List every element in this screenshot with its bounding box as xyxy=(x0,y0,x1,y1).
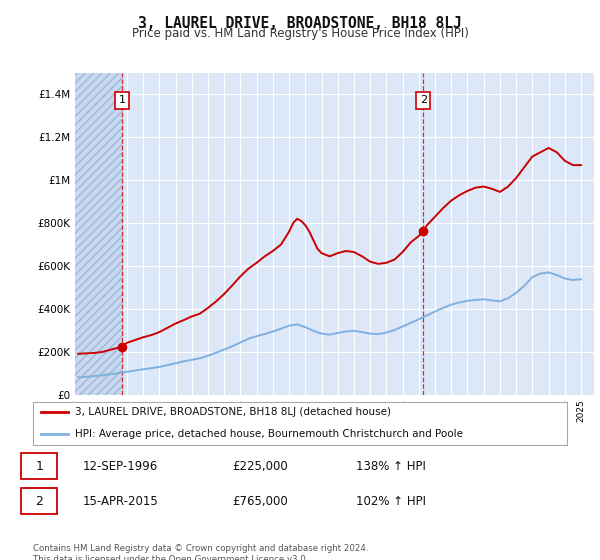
Text: 138% ↑ HPI: 138% ↑ HPI xyxy=(356,460,426,473)
Text: 1: 1 xyxy=(35,460,43,473)
Text: 2: 2 xyxy=(35,494,43,508)
Text: 12-SEP-1996: 12-SEP-1996 xyxy=(83,460,158,473)
Bar xyxy=(75,73,122,395)
Text: Price paid vs. HM Land Registry's House Price Index (HPI): Price paid vs. HM Land Registry's House … xyxy=(131,27,469,40)
Bar xyxy=(75,73,122,395)
Text: 3, LAUREL DRIVE, BROADSTONE, BH18 8LJ (detached house): 3, LAUREL DRIVE, BROADSTONE, BH18 8LJ (d… xyxy=(74,407,391,417)
Text: 102% ↑ HPI: 102% ↑ HPI xyxy=(356,494,427,508)
Text: £765,000: £765,000 xyxy=(232,494,288,508)
Text: HPI: Average price, detached house, Bournemouth Christchurch and Poole: HPI: Average price, detached house, Bour… xyxy=(74,429,463,439)
FancyBboxPatch shape xyxy=(21,488,58,514)
Text: 1: 1 xyxy=(119,95,125,105)
Text: 2: 2 xyxy=(420,95,427,105)
Text: £225,000: £225,000 xyxy=(232,460,288,473)
Text: 3, LAUREL DRIVE, BROADSTONE, BH18 8LJ: 3, LAUREL DRIVE, BROADSTONE, BH18 8LJ xyxy=(138,16,462,31)
Text: 15-APR-2015: 15-APR-2015 xyxy=(83,494,158,508)
Text: Contains HM Land Registry data © Crown copyright and database right 2024.
This d: Contains HM Land Registry data © Crown c… xyxy=(33,544,368,560)
FancyBboxPatch shape xyxy=(21,453,58,479)
